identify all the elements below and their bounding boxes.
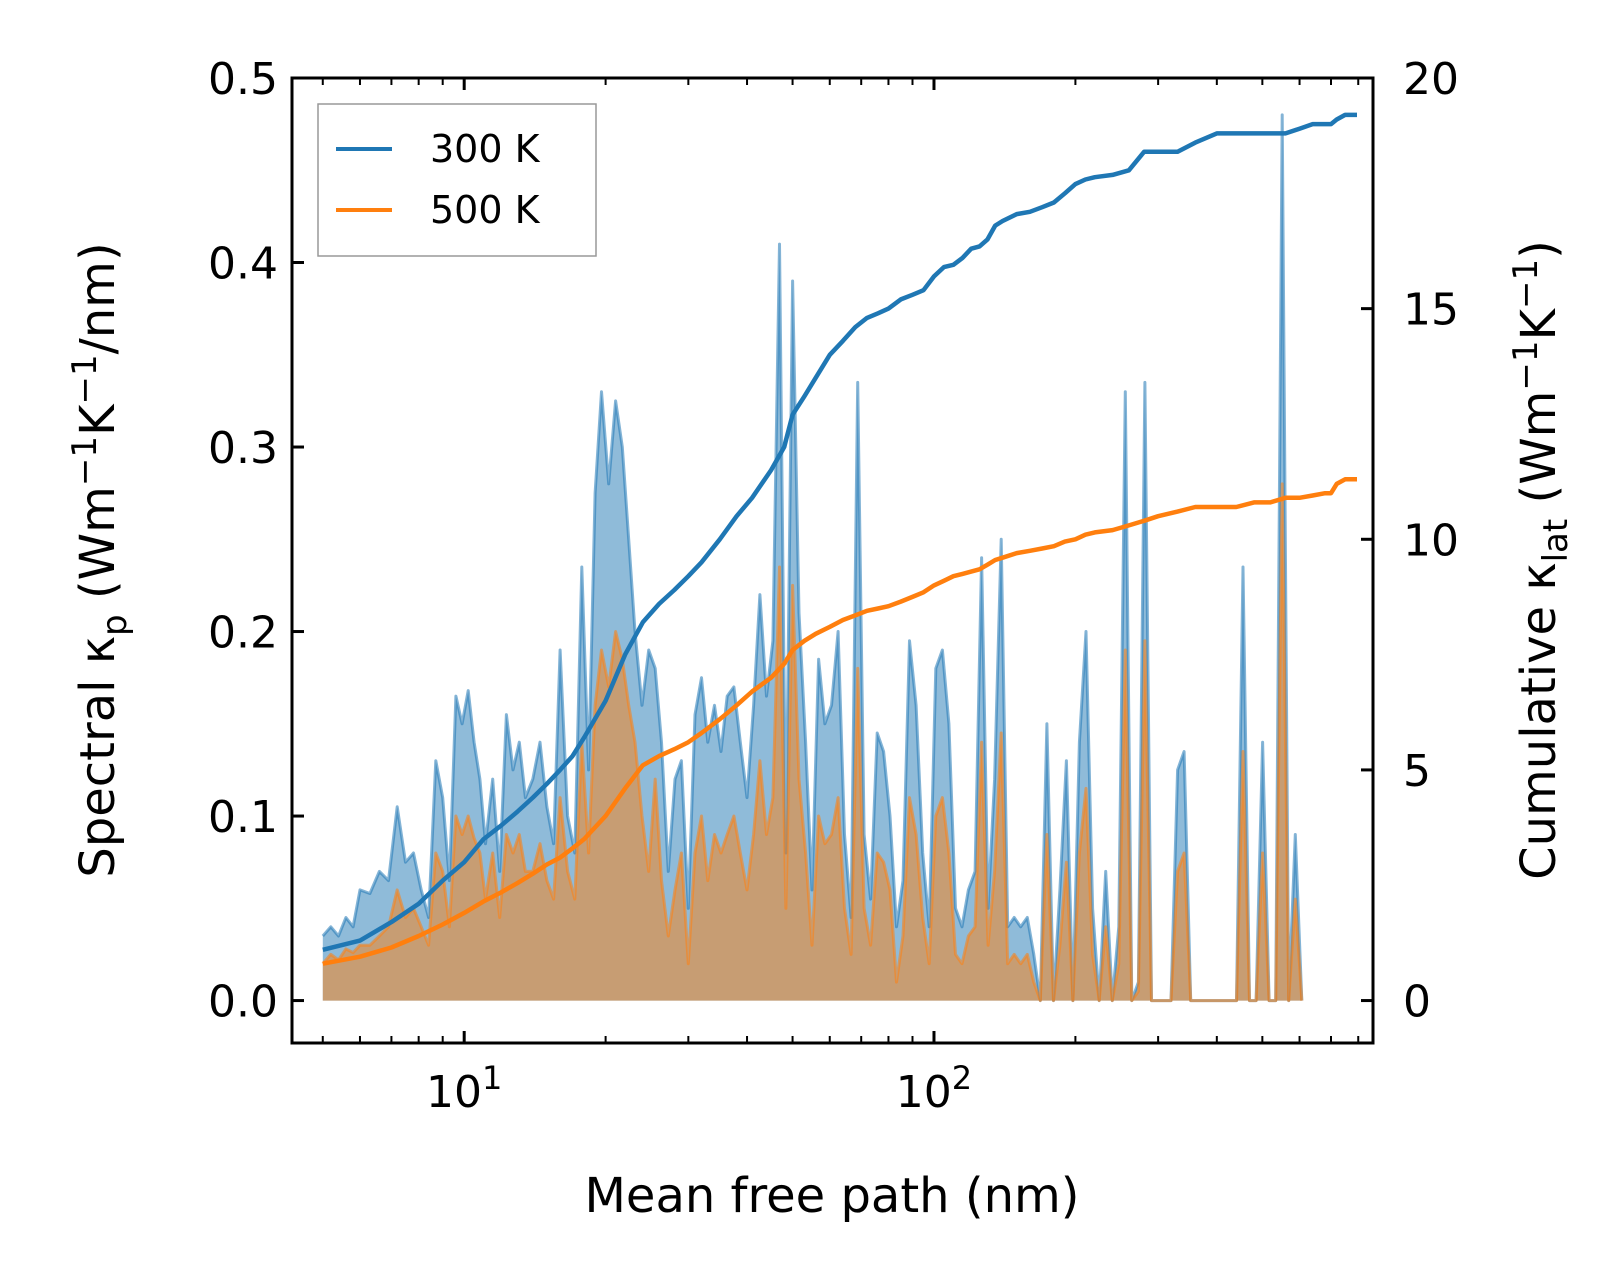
y-left-tick-label: 0.3 <box>208 423 278 474</box>
y-left-tick-label: 0.0 <box>208 977 278 1028</box>
cumulative-line-500k <box>322 477 1357 966</box>
y-left-tick-label: 0.5 <box>208 54 278 105</box>
x-tick-label: 102 <box>896 1059 972 1118</box>
y-right-tick-label: 5 <box>1403 746 1431 797</box>
legend-box <box>317 103 597 257</box>
x-axis-label: Mean free path (nm) <box>585 1168 1080 1224</box>
y-right-tick-label: 10 <box>1403 515 1459 566</box>
y-right-tick-label: 0 <box>1403 977 1431 1028</box>
y-right-tick-label: 15 <box>1403 285 1459 336</box>
y-left-tick-label: 0.1 <box>208 792 278 843</box>
cumulative-line-300k <box>322 112 1357 952</box>
legend-label-500k: 500 K <box>430 188 541 232</box>
y-right-tick-label: 20 <box>1403 54 1459 105</box>
spectral-area-300k <box>322 114 1302 1001</box>
legend-label-300k: 300 K <box>430 127 541 171</box>
spectral-line-300k <box>321 113 1304 1003</box>
y-left-tick-label: 0.4 <box>208 239 278 290</box>
x-tick-label: 101 <box>426 1059 502 1118</box>
y-axis-label-left: Spectral κp (Wm−1K−1/nm) <box>65 242 135 877</box>
y-axis-label-right: Cumulative κlat (Wm−1K−1) <box>1506 240 1576 880</box>
legend: 300 K 500 K <box>317 103 597 257</box>
plot-frame <box>290 76 1375 1045</box>
y-left-tick-label: 0.2 <box>208 608 278 659</box>
